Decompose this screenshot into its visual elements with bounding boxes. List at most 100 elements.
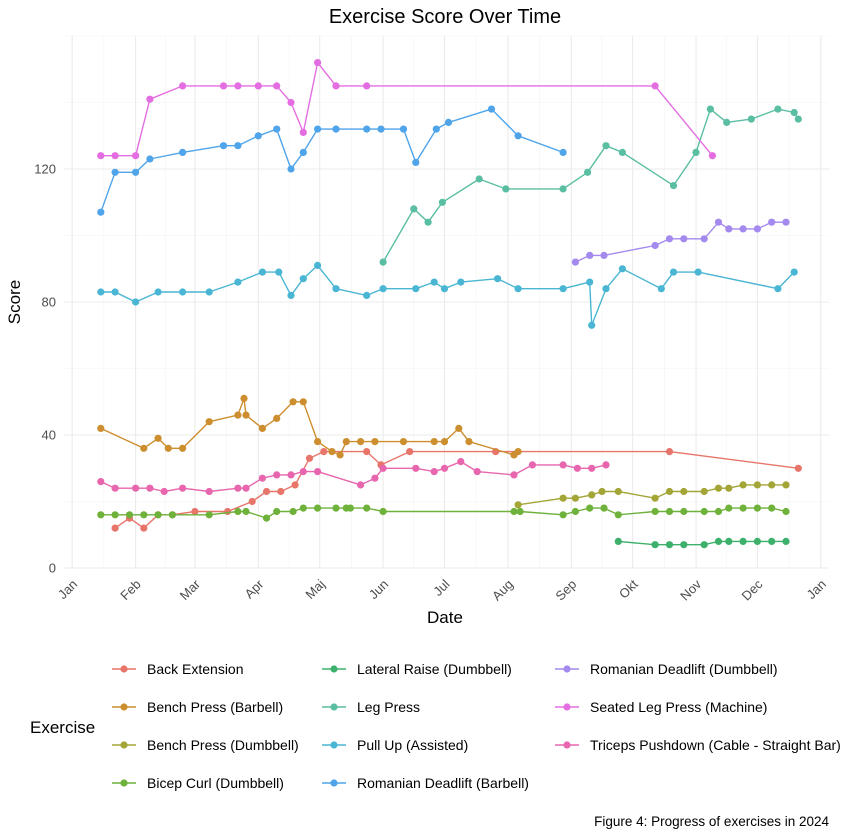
data-point [346,504,354,512]
data-point [725,484,733,492]
data-point [753,481,762,489]
data-point [680,541,688,549]
data-point [111,152,119,160]
y-tick-label: 40 [42,428,56,443]
legend-item: Bench Press (Dumbbell) [112,737,299,753]
data-point [242,507,250,516]
data-point [132,484,140,492]
data-point [287,471,295,479]
x-tick-label: Jan [55,577,80,602]
legend-label: Romanian Deadlift (Barbell) [357,775,529,791]
series [379,105,802,266]
data-point [234,82,242,90]
data-point [790,108,798,117]
x-tick-label: Maj [302,576,327,601]
data-point [258,268,266,276]
x-tick-label: Jul [430,576,452,598]
legend-item: Leg Press [322,699,420,715]
data-point [132,168,140,176]
data-point [559,285,567,293]
data-point [258,424,266,432]
data-point [132,152,140,160]
legend-key-point [563,741,571,749]
data-point [782,481,790,489]
data-point [432,125,440,133]
data-point [379,464,387,472]
data-point [371,438,379,446]
series-group [97,59,802,549]
data-point [357,438,365,446]
data-point [111,168,119,176]
data-point [706,105,715,113]
data-point [424,218,432,226]
legend-label: Back Extension [147,661,244,677]
data-point [342,438,350,446]
data-point [305,454,314,462]
data-point [399,438,408,446]
data-point [768,504,776,512]
y-axis-title: Score [5,280,24,324]
legend-item: Pull Up (Assisted) [322,737,468,753]
legend-item: Seated Leg Press (Machine) [555,699,767,715]
data-point [739,481,747,489]
data-point [700,487,708,496]
data-point [299,275,307,283]
data-point [614,537,622,546]
legend-item: Triceps Pushdown (Cable - Straight Bar) [555,737,841,753]
data-point [768,481,776,489]
x-tick-label: Mar [177,576,204,603]
legend-key-point [120,703,128,711]
data-point [440,438,449,446]
data-point [179,444,187,452]
data-point [440,285,449,293]
data-point [291,481,299,489]
data-point [219,142,228,150]
data-point [132,298,140,306]
data-point [614,487,622,496]
data-point [240,394,248,402]
data-point [258,474,266,482]
data-point [430,278,438,286]
data-point [314,59,322,67]
series-line [100,264,795,326]
legend-key-point [330,703,338,711]
data-point [154,288,162,296]
data-point [430,468,438,476]
x-tick-label: Okt [616,576,641,601]
y-tick-label: 120 [34,162,56,177]
data-point [379,507,387,516]
data-point [363,82,371,90]
data-point [514,501,522,509]
data-point [782,507,790,516]
data-point [584,168,592,176]
data-point [363,125,371,133]
data-point [254,132,262,140]
data-point [669,182,678,190]
data-point [377,125,385,133]
data-point [665,507,674,516]
data-point [410,205,418,213]
x-tick-label: Jun [366,577,391,602]
data-point [618,148,627,156]
series-line [100,108,564,213]
data-point [332,285,340,293]
data-point [680,487,688,496]
data-point [399,125,408,133]
y-axis-ticks: 0 40 80 120 [34,162,56,576]
data-point [248,497,256,506]
data-point [598,487,606,496]
data-point [205,288,213,296]
data-point [790,268,798,276]
data-point [692,148,700,156]
data-point [694,268,702,276]
legend: Back Extension Bench Press (Barbell) Bench… [112,661,841,791]
data-point [725,225,733,233]
legend-label: Leg Press [357,699,420,715]
data-point [314,468,322,476]
data-point [242,484,250,492]
data-point [412,285,420,293]
x-tick-label: Apr [242,576,267,601]
data-point [665,541,674,549]
data-point [753,537,762,546]
